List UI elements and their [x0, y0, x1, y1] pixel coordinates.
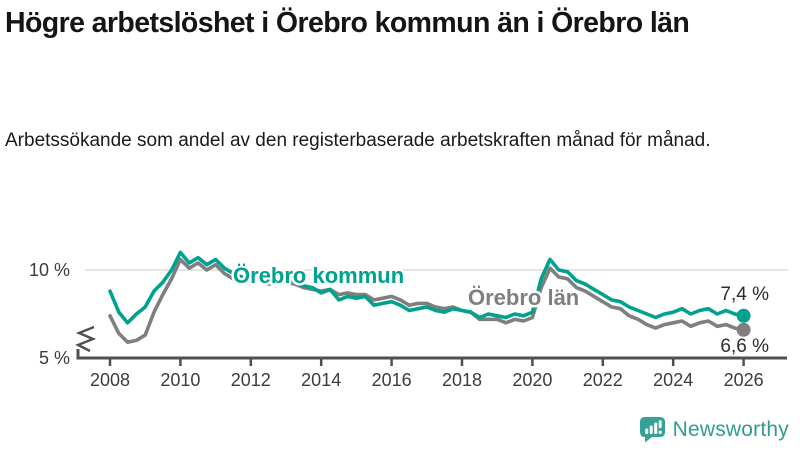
y-axis-label: 5 % — [39, 348, 70, 368]
x-axis-tick-label: 2008 — [90, 370, 130, 390]
y-axis-label: 10 % — [29, 260, 70, 280]
series-end-dot — [736, 308, 751, 323]
x-axis-tick-label: 2022 — [583, 370, 623, 390]
newsworthy-logo: Newsworthy — [639, 416, 789, 443]
series-end-value: 6,6 % — [720, 336, 769, 357]
series-end-dot — [736, 322, 751, 337]
chart-description: Arbetssökande som andel av den registerb… — [5, 130, 711, 151]
x-axis-line — [76, 349, 787, 360]
x-axis-tick-label: 2010 — [160, 370, 200, 390]
series-end-value: 7,4 % — [720, 284, 769, 305]
x-axis-tick-label: 2012 — [231, 370, 271, 390]
axis-break-icon — [75, 325, 97, 353]
x-axis-tick-label: 2016 — [372, 370, 412, 390]
bar-chart-bubble-icon — [639, 417, 665, 443]
series-line — [108, 250, 746, 325]
series-label: Örebro kommun — [233, 263, 404, 288]
series-label: Örebro län — [468, 285, 579, 310]
brand-name: Newsworthy — [672, 417, 789, 441]
series-line — [108, 257, 746, 345]
x-axis-tick-label: 2018 — [442, 370, 482, 390]
page-title: Högre arbetslöshet i Örebro kommun än i … — [5, 7, 690, 39]
x-axis-tick-label: 2024 — [653, 370, 693, 390]
x-axis-tick-label: 2014 — [301, 370, 341, 390]
x-axis-tick-label: 2020 — [512, 370, 552, 390]
x-axis-tick-label: 2026 — [724, 370, 764, 390]
